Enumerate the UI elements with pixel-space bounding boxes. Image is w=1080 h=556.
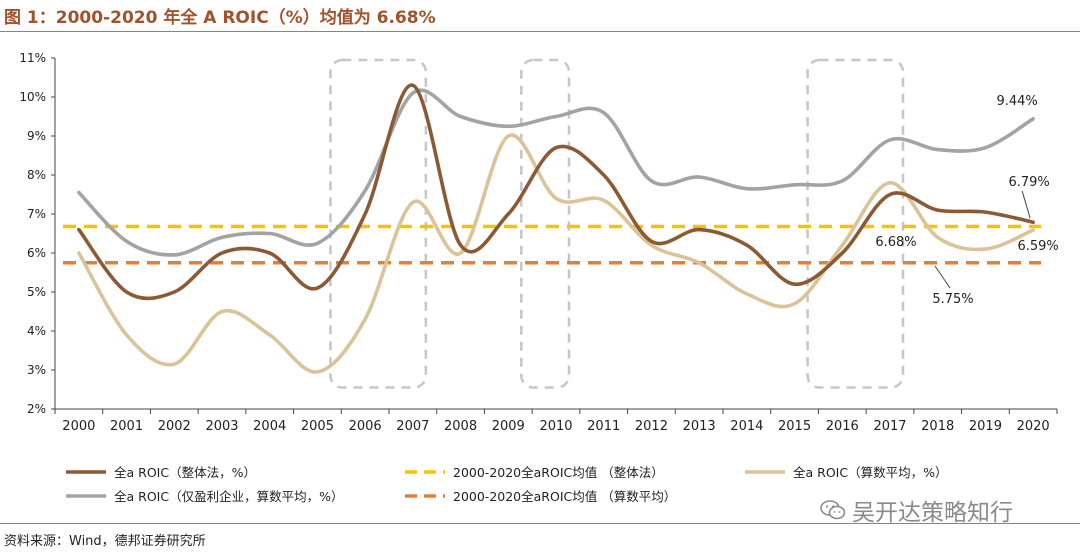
roic-line-chart: 2% 3% 4% 5% 6% 7% 8% 9% 10% 11% 2000 2001 2002 2003 20… bbox=[19, 51, 1058, 504]
x-tick-label: 2004 bbox=[253, 419, 286, 434]
y-tick-label: 4% bbox=[27, 324, 46, 338]
series-line-whole bbox=[77, 83, 1035, 301]
legend-label-mean_avg: 2000-2020全aROIC均值 （算数平均） bbox=[453, 489, 676, 504]
x-tick-label: 2001 bbox=[110, 419, 143, 434]
x-tick-label: 2018 bbox=[921, 419, 954, 434]
data-label-whole-2020: 6.79% bbox=[1008, 175, 1049, 190]
x-tick-label: 2009 bbox=[492, 419, 525, 434]
data-label-profit-2020: 9.44% bbox=[996, 94, 1037, 109]
x-tick-label: 2020 bbox=[1017, 419, 1050, 434]
series-line-avg bbox=[77, 133, 1035, 374]
watermark-text: 吴开达策略知行 bbox=[852, 500, 1013, 526]
x-tick-label: 2019 bbox=[969, 419, 1002, 434]
highlight-period-box bbox=[329, 58, 428, 389]
source-note: 资料来源：Wind，德邦证券研究所 bbox=[4, 534, 206, 549]
x-tick-label: 2007 bbox=[396, 419, 429, 434]
x-tick-label: 2002 bbox=[158, 419, 191, 434]
data-label-avg-2020: 6.59% bbox=[1017, 239, 1058, 254]
x-tick-label: 2006 bbox=[349, 419, 382, 434]
x-tick-label: 2008 bbox=[444, 419, 477, 434]
highlight-boxes bbox=[329, 58, 905, 389]
legend-label-avg: 全a ROIC（算数平均，%） bbox=[793, 465, 947, 480]
y-tick-label: 6% bbox=[27, 246, 46, 260]
callout-line-mean-avg bbox=[934, 265, 951, 289]
x-tick-label: 2012 bbox=[635, 419, 668, 434]
legend: 全a ROIC（整体法，%） 2000-2020全aROIC均值 （整体法） 全a … bbox=[66, 465, 947, 504]
x-tick-label: 2000 bbox=[62, 419, 95, 434]
data-label-mean-avg: 5.75% bbox=[932, 292, 973, 307]
x-tick-label: 2010 bbox=[539, 419, 572, 434]
legend-label-whole: 全a ROIC（整体法，%） bbox=[114, 465, 256, 480]
y-tick-label: 8% bbox=[27, 168, 46, 182]
footer-divider bbox=[0, 523, 1080, 524]
figure-title: 图 1：2000-2020 年全 A ROIC（%）均值为 6.68% bbox=[4, 8, 436, 28]
x-tick-label: 2003 bbox=[205, 419, 238, 434]
x-tick-label: 2013 bbox=[683, 419, 716, 434]
x-tick-label: 2005 bbox=[301, 419, 334, 434]
watermark: 吴开达策略知行 bbox=[820, 493, 1013, 527]
series-line-profit bbox=[77, 88, 1035, 257]
y-tick-label: 3% bbox=[27, 363, 46, 377]
y-tick-label: 7% bbox=[27, 207, 46, 221]
highlight-period-box bbox=[520, 58, 571, 389]
y-tick-label: 5% bbox=[27, 285, 46, 299]
y-tick-label: 2% bbox=[27, 402, 46, 416]
x-tick-label: 2016 bbox=[826, 419, 859, 434]
legend-label-mean_whole: 2000-2020全aROIC均值 （整体法） bbox=[453, 465, 664, 480]
y-tick-label: 10% bbox=[19, 90, 46, 104]
data-label-mean-whole: 6.68% bbox=[875, 235, 916, 250]
x-tick-label: 2017 bbox=[873, 419, 906, 434]
wechat-icon bbox=[820, 500, 846, 520]
x-tick-label: 2011 bbox=[587, 419, 620, 434]
legend-label-profit: 全a ROIC（仅盈利企业，算数平均，%） bbox=[114, 489, 343, 504]
axes: 2% 3% 4% 5% 6% 7% 8% 9% 10% 11% 2000 2001 2002 2003 20… bbox=[19, 51, 1058, 434]
y-tick-label: 9% bbox=[27, 129, 46, 143]
callout-line-whole bbox=[1021, 190, 1031, 219]
highlight-period-box bbox=[806, 58, 905, 389]
series-lines bbox=[63, 83, 1041, 374]
title-divider bbox=[0, 31, 1080, 32]
x-tick-label: 2014 bbox=[730, 419, 763, 434]
y-tick-label: 11% bbox=[19, 51, 46, 65]
data-labels: 9.44% 6.79% 6.68% 6.59% 5.75% bbox=[875, 94, 1058, 307]
x-tick-label: 2015 bbox=[778, 419, 811, 434]
